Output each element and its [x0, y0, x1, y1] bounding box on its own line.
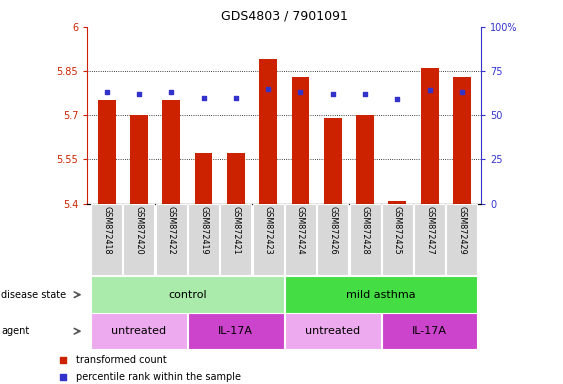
Text: IL-17A: IL-17A [412, 326, 447, 336]
Bar [220, 204, 251, 275]
Bar [91, 204, 122, 275]
Bar [91, 276, 284, 313]
Point [231, 94, 240, 101]
Point [296, 89, 305, 95]
Text: GSM872422: GSM872422 [167, 206, 176, 255]
Text: GSM872428: GSM872428 [360, 206, 369, 254]
Bar [446, 204, 477, 275]
Point [458, 89, 467, 95]
Bar [285, 313, 381, 349]
Point [263, 86, 272, 92]
Point [59, 374, 68, 381]
Text: GSM872429: GSM872429 [458, 206, 467, 255]
Bar [414, 204, 445, 275]
Text: GSM872418: GSM872418 [102, 206, 111, 254]
Text: GSM872425: GSM872425 [393, 206, 402, 255]
Bar [260, 59, 277, 204]
Bar [324, 118, 342, 204]
Bar [285, 204, 316, 275]
Title: GDS4803 / 7901091: GDS4803 / 7901091 [221, 10, 348, 23]
Bar [453, 77, 471, 204]
Point [328, 91, 337, 97]
Text: GSM872424: GSM872424 [296, 206, 305, 254]
Bar [318, 204, 348, 275]
Point [199, 94, 208, 101]
Point [425, 88, 434, 94]
Point [102, 89, 111, 95]
Bar [253, 204, 284, 275]
Bar [130, 115, 148, 204]
Text: mild asthma: mild asthma [346, 290, 416, 300]
Point [135, 91, 144, 97]
Text: disease state: disease state [1, 290, 66, 300]
Bar [388, 200, 406, 204]
Bar [195, 154, 212, 204]
Bar [292, 77, 309, 204]
Bar [91, 313, 187, 349]
Bar [356, 115, 374, 204]
Bar [227, 154, 245, 204]
Text: control: control [168, 290, 207, 300]
Text: GSM872419: GSM872419 [199, 206, 208, 254]
Text: agent: agent [1, 326, 29, 336]
Bar [188, 204, 219, 275]
Text: GSM872427: GSM872427 [425, 206, 434, 255]
Bar [156, 204, 187, 275]
Bar [350, 204, 381, 275]
Point [360, 91, 369, 97]
Bar [98, 101, 115, 204]
Text: GSM872426: GSM872426 [328, 206, 337, 254]
Bar [162, 101, 180, 204]
Text: IL-17A: IL-17A [218, 326, 253, 336]
Point [59, 356, 68, 362]
Point [167, 89, 176, 95]
Bar [285, 276, 477, 313]
Text: GSM872423: GSM872423 [263, 206, 272, 254]
Bar [188, 313, 284, 349]
Point [393, 96, 402, 103]
Bar [123, 204, 154, 275]
Text: transformed count: transformed count [76, 354, 167, 364]
Bar [382, 313, 477, 349]
Text: percentile rank within the sample: percentile rank within the sample [76, 372, 241, 382]
Bar [421, 68, 439, 204]
Text: untreated: untreated [305, 326, 360, 336]
Bar [382, 204, 413, 275]
Text: GSM872420: GSM872420 [135, 206, 144, 254]
Text: untreated: untreated [111, 326, 167, 336]
Text: GSM872421: GSM872421 [231, 206, 240, 254]
